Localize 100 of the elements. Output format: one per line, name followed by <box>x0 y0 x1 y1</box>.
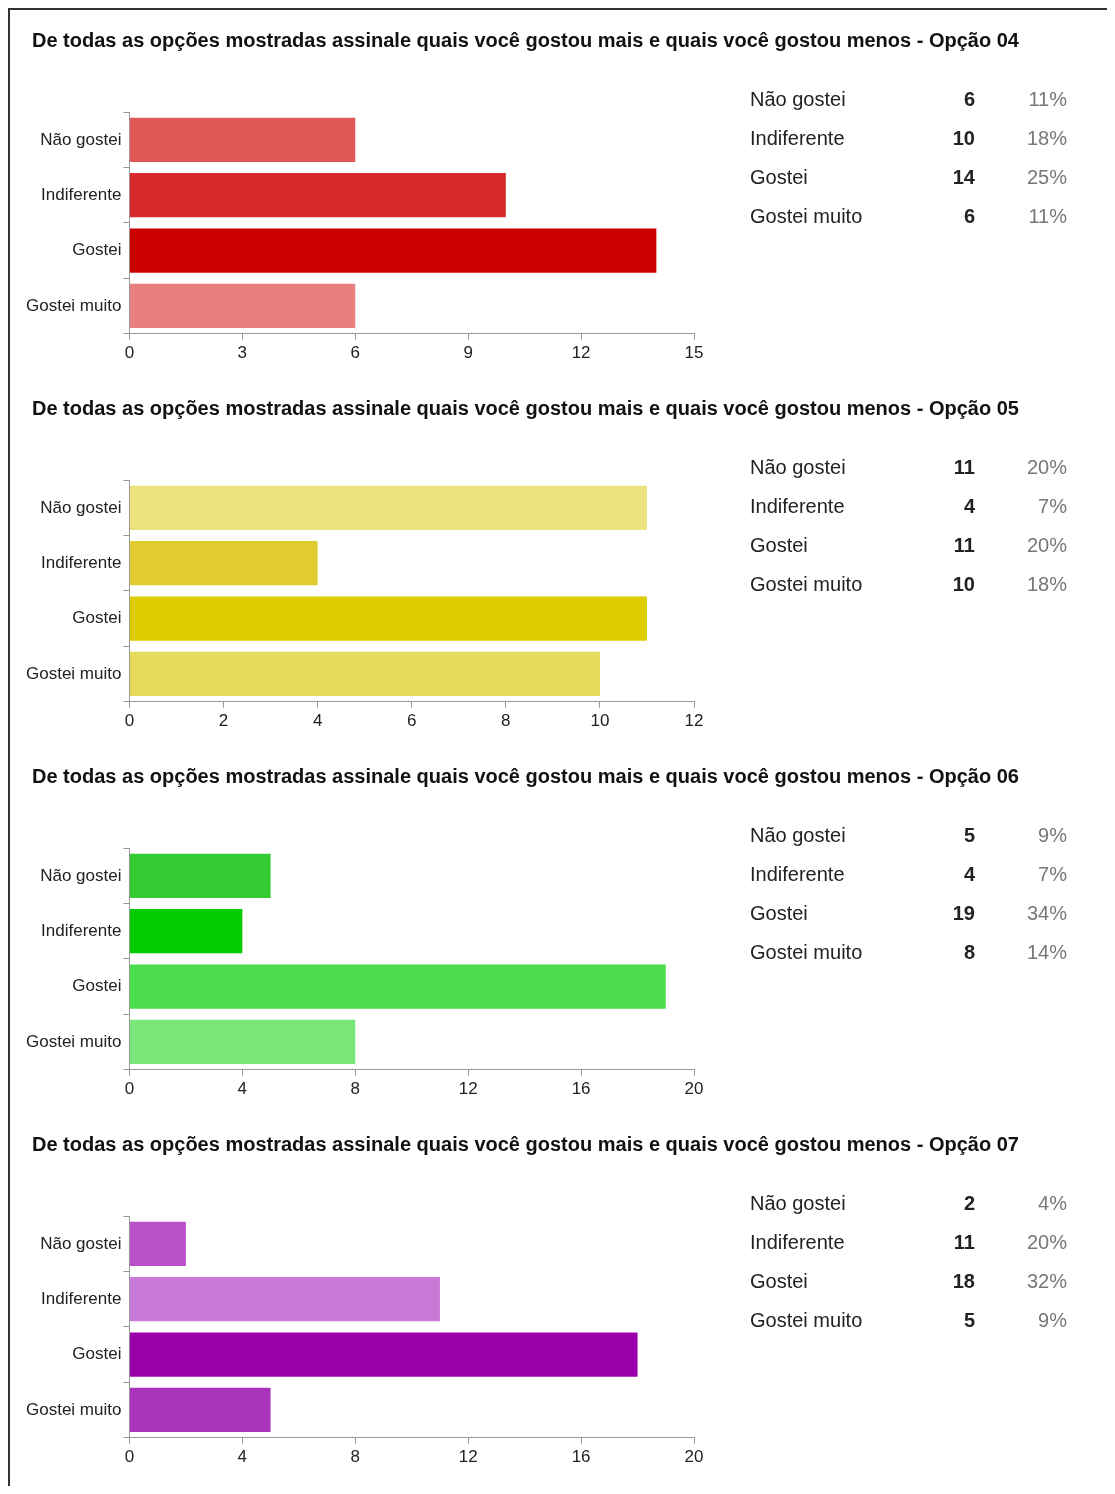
bar <box>129 541 318 586</box>
text: 4 <box>962 862 976 887</box>
y-tick-label: Gostei muito <box>25 295 122 315</box>
text: 9% <box>1037 823 1068 848</box>
x-tick-label: 9 <box>463 343 473 363</box>
x-tick-label: 15 <box>684 343 704 363</box>
text: 5 <box>962 823 976 848</box>
text: Gostei <box>749 533 809 558</box>
x-tick-label: 2 <box>218 711 229 731</box>
bar <box>129 1387 271 1433</box>
text: 4 <box>962 494 976 519</box>
text: 18 <box>951 1269 976 1294</box>
text: 7% <box>1037 494 1068 519</box>
y-tick-label: Indiferente <box>41 552 122 572</box>
x-tick-label: 20 <box>684 1079 704 1099</box>
text: 11% <box>1027 87 1068 112</box>
x-tick-label: 8 <box>350 1079 360 1099</box>
chart-title: De todas as opções mostradas assinale quais você gostou mais e quais você gostou menos - Opção 06 <box>32 764 1020 789</box>
text: 7% <box>1037 862 1068 887</box>
text: Indiferente <box>749 126 846 151</box>
bar <box>129 596 647 641</box>
bar <box>129 173 506 218</box>
x-tick-label: 6 <box>406 711 417 731</box>
x-tick-label: 12 <box>684 711 704 731</box>
text: 10 <box>951 572 976 597</box>
x-tick-label: 10 <box>590 711 610 731</box>
x-tick-label: 16 <box>571 1447 591 1467</box>
y-tick-label: Gostei <box>72 976 122 996</box>
y-tick-label: Não gostei <box>40 865 122 885</box>
text: 20% <box>1025 455 1068 480</box>
text: Não gostei <box>749 455 847 480</box>
y-tick-label: Gostei muito <box>25 1031 122 1051</box>
text: Não gostei <box>749 1191 847 1216</box>
text: 20% <box>1025 533 1068 558</box>
bar <box>129 651 600 697</box>
text: 18% <box>1025 572 1068 597</box>
x-tick-label: 3 <box>237 343 248 363</box>
x-tick-label: 0 <box>124 1079 135 1099</box>
text: Indiferente <box>749 1230 846 1255</box>
x-tick-label: 16 <box>571 1079 591 1099</box>
x-tick-label: 6 <box>350 343 360 363</box>
text: Não gostei <box>749 87 847 112</box>
x-tick-label: 0 <box>124 343 135 363</box>
text: 11 <box>952 533 976 558</box>
text: Não gostei <box>749 823 847 848</box>
x-tick-label: 12 <box>571 343 591 363</box>
text: 6 <box>962 204 976 229</box>
text: 14% <box>1025 940 1068 965</box>
x-tick-label: 12 <box>458 1447 478 1467</box>
bar <box>129 283 356 329</box>
text: 19 <box>951 901 976 926</box>
bar <box>129 909 243 954</box>
text: 11 <box>952 455 976 480</box>
bar <box>129 1019 356 1065</box>
text: 4% <box>1037 1191 1068 1216</box>
text: Gostei muito <box>749 204 864 229</box>
y-tick-label: Gostei muito <box>25 1399 122 1419</box>
text: 14 <box>951 165 976 190</box>
text: 20% <box>1025 1230 1068 1255</box>
text: 10 <box>951 126 976 151</box>
chart-title: De todas as opções mostradas assinale quais você gostou mais e quais você gostou menos - Opção 05 <box>32 396 1020 421</box>
text: 18% <box>1025 126 1068 151</box>
x-tick-label: 0 <box>124 711 135 731</box>
text: Indiferente <box>749 494 846 519</box>
text: 2 <box>962 1191 976 1216</box>
y-tick-label: Indiferente <box>41 184 122 204</box>
y-tick-label: Não gostei <box>40 497 122 517</box>
text: 32% <box>1025 1269 1068 1294</box>
bar <box>129 853 271 899</box>
text: 6 <box>962 87 976 112</box>
text: Gostei <box>749 1269 809 1294</box>
bar <box>129 228 657 273</box>
x-tick-label: 8 <box>350 1447 360 1467</box>
text: Gostei muito <box>749 572 864 597</box>
text: Gostei muito <box>749 1308 864 1333</box>
text: 8 <box>962 940 976 965</box>
chart-title: De todas as opções mostradas assinale quais você gostou mais e quais você gostou menos - Opção 07 <box>32 1132 1020 1157</box>
y-tick-label: Gostei <box>72 608 122 628</box>
y-tick-label: Indiferente <box>41 920 122 940</box>
text: 25% <box>1025 165 1068 190</box>
x-tick-label: 8 <box>501 711 511 731</box>
text: 5 <box>962 1308 976 1333</box>
bar <box>129 1221 186 1267</box>
bar <box>129 485 647 531</box>
x-tick-label: 4 <box>237 1447 248 1467</box>
x-tick-label: 0 <box>124 1447 135 1467</box>
bar <box>129 117 356 163</box>
y-tick-label: Gostei muito <box>25 663 122 683</box>
x-tick-label: 4 <box>237 1079 248 1099</box>
y-tick-label: Não gostei <box>40 1233 122 1253</box>
x-tick-label: 12 <box>458 1079 478 1099</box>
y-tick-label: Não gostei <box>40 129 122 149</box>
text: Gostei <box>749 901 809 926</box>
bar <box>129 964 666 1009</box>
text: 11% <box>1027 204 1068 229</box>
y-tick-label: Indiferente <box>41 1288 122 1308</box>
y-tick-label: Gostei <box>72 1344 122 1364</box>
bar <box>129 1277 440 1322</box>
text: 9% <box>1037 1308 1068 1333</box>
y-tick-label: Gostei <box>72 240 122 260</box>
